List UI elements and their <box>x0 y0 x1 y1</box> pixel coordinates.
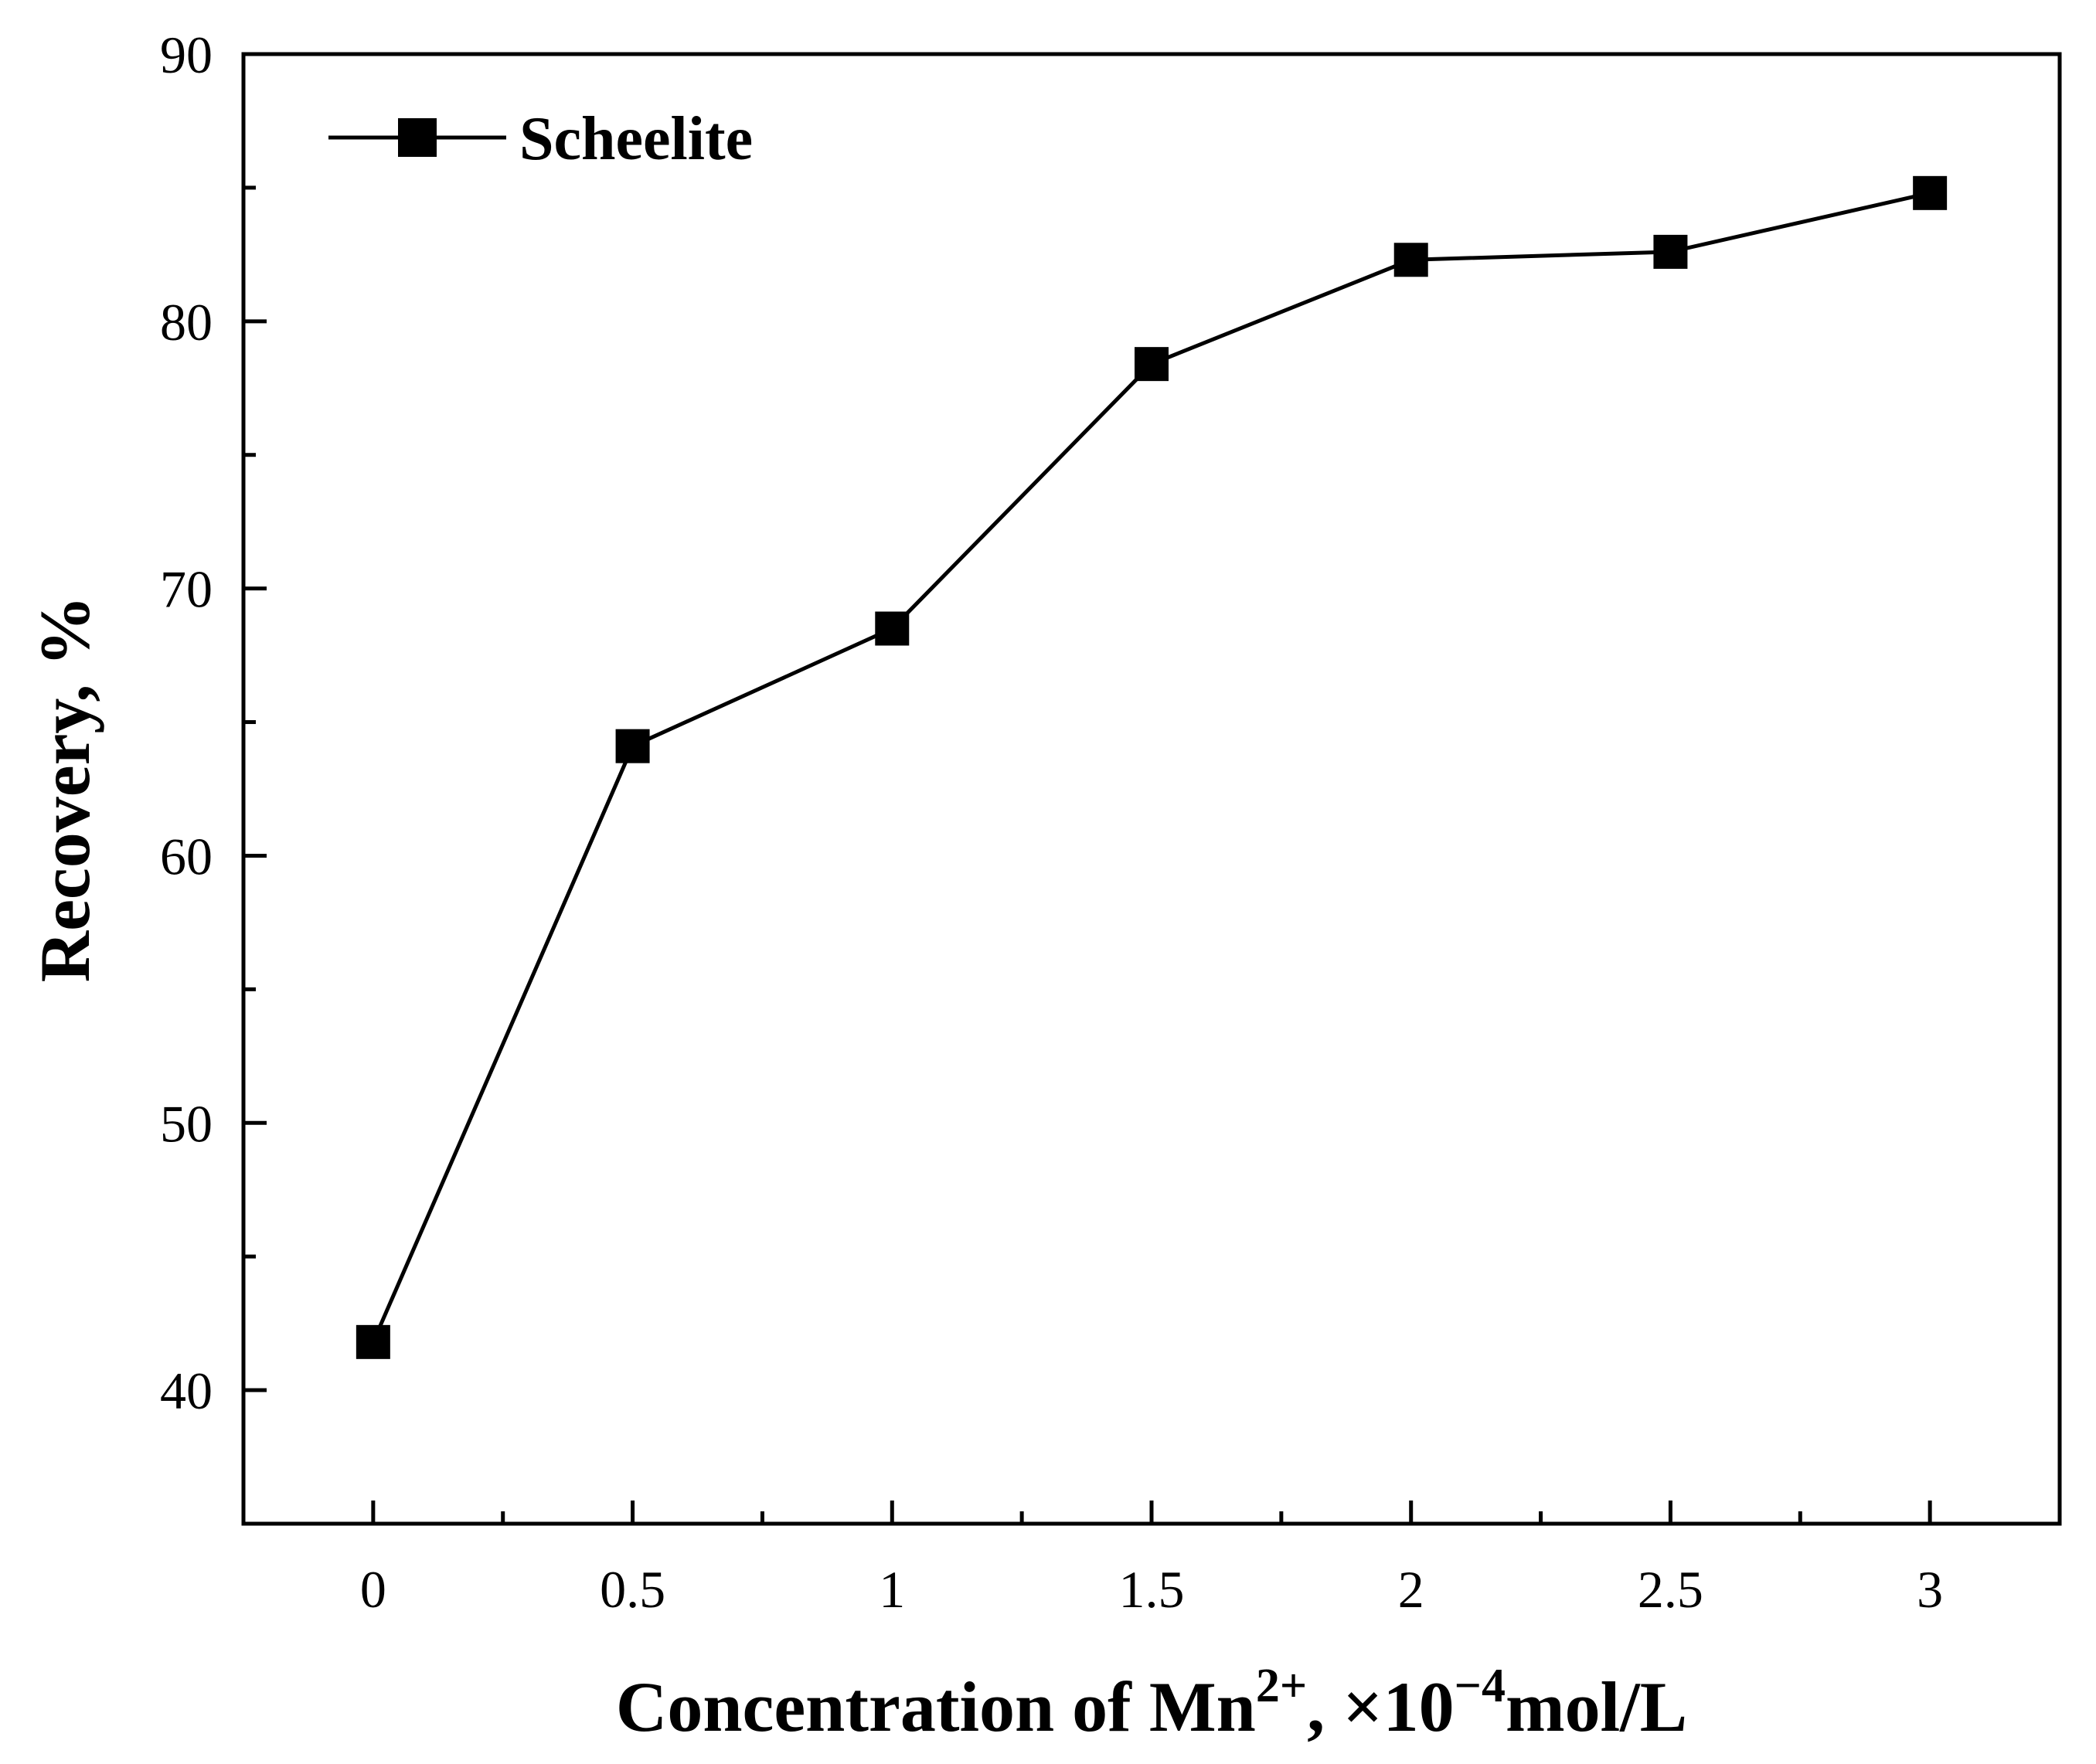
x-axis-title-main: Concentration of Mn <box>616 1667 1256 1746</box>
y-tick-label: 80 <box>160 293 213 352</box>
x-tick-label: 3 <box>1917 1560 1943 1619</box>
data-point <box>1135 347 1169 382</box>
data-point <box>1913 175 1948 210</box>
series-markers-scheelite <box>356 175 1948 1359</box>
x-tick-label: 0.5 <box>600 1560 665 1619</box>
legend: Scheelite <box>328 105 753 173</box>
x-tick-label: 1.5 <box>1119 1560 1185 1619</box>
x-tick-label: 1 <box>879 1560 905 1619</box>
x-tick-label: 2 <box>1398 1560 1424 1619</box>
y-tick-label: 70 <box>160 560 213 619</box>
x-axis-title-end: mol/L <box>1506 1667 1687 1746</box>
y-tick-label: 40 <box>160 1361 213 1420</box>
data-point <box>1653 234 1688 269</box>
x-axis-title: Concentration of Mn2+, ×10−4mol/L <box>616 1660 1687 1746</box>
x-tick-label: 0 <box>360 1560 386 1619</box>
data-point <box>1393 243 1428 277</box>
data-point <box>615 729 650 763</box>
y-tick-label: 50 <box>160 1094 213 1153</box>
y-axis-title: Recovery, % <box>26 596 104 983</box>
plot-frame <box>241 52 2062 1526</box>
x-axis: 0 0.5 1 1.5 2 2.5 3 <box>360 1501 1943 1619</box>
x-axis-title-mid: , ×10 <box>1307 1667 1454 1746</box>
legend-marker <box>398 118 437 157</box>
data-point <box>356 1324 390 1359</box>
x-axis-title-sup-exp: −4 <box>1455 1660 1506 1712</box>
y-axis: 40 50 60 70 80 90 <box>160 25 267 1526</box>
legend-label: Scheelite <box>519 105 753 173</box>
y-tick-label: 60 <box>160 827 213 885</box>
x-tick-label: 2.5 <box>1638 1560 1703 1619</box>
y-tick-label: 90 <box>160 25 213 84</box>
x-axis-title-sup-charge: 2+ <box>1256 1660 1307 1712</box>
data-point <box>875 611 910 646</box>
